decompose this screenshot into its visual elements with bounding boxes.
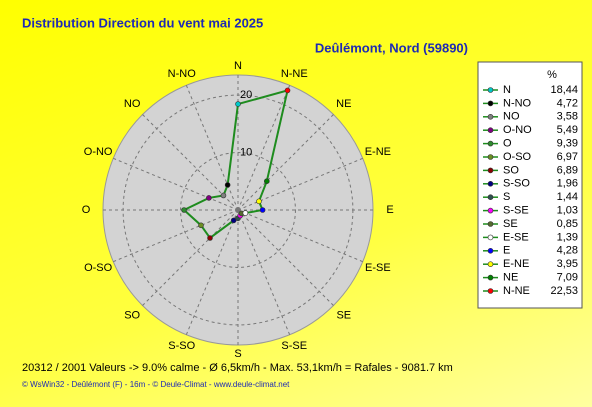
legend-header: % [547,69,557,81]
legend-marker [487,234,494,241]
legend-value: 18,44 [550,84,578,96]
legend-value: 7,09 [557,272,578,284]
footer-stats: 20312 / 2001 Valeurs -> 9.0% calme - Ø 6… [22,362,453,374]
data-point [207,235,213,241]
direction-label: S [234,348,241,360]
data-point [206,195,212,201]
legend-label: N-NE [503,285,530,297]
legend-label: E-SE [503,231,529,243]
direction-label: E-NE [365,146,391,158]
legend-label: SO [503,164,519,176]
spoke [237,209,334,306]
legend-marker [487,140,494,147]
data-point [224,182,231,188]
chart-subtitle: Deûlémont, Nord (59890) [315,40,468,55]
grid-ring [122,94,354,326]
legend-marker [487,221,494,227]
legend-label: S-SE [503,205,529,217]
direction-label: S-SE [281,340,307,352]
legend-label: NE [503,272,518,284]
legend-label: E-NE [503,258,529,270]
direction-label: O [82,204,91,216]
direction-label: O-SO [84,262,113,274]
data-point [198,222,204,229]
grid-ring [180,152,296,268]
legend-marker [487,194,494,200]
data-point [259,207,266,213]
direction-label: NE [336,98,351,110]
data-point [284,87,291,94]
direction-label: SO [124,310,140,322]
spoke [237,114,334,211]
legend-label: S [503,191,510,203]
direction-label: N-NO [168,68,197,80]
spoke [237,209,291,335]
spoke [142,114,239,211]
legend-value: 9,39 [557,138,578,150]
direction-label: S-SO [168,340,195,352]
spoke [237,85,291,211]
direction-label: NO [124,98,141,110]
legend-value: 1,96 [557,178,578,190]
r-tick-label: 20 [240,89,252,101]
legend-label: SE [503,218,518,230]
legend-label: E [503,245,510,257]
direction-label: O-NO [84,146,113,158]
spoke [142,209,239,306]
direction-label: N [234,60,242,72]
legend-value: 6,97 [557,151,578,163]
legend-marker [487,207,494,214]
legend-value: 6,89 [557,164,578,176]
data-point [220,192,227,199]
legend-marker [487,288,494,294]
direction-label: N-NE [281,68,308,80]
legend-marker [487,248,494,254]
data-point [242,210,249,216]
legend-marker [487,114,494,120]
legend-label: N [503,84,511,96]
legend-value: 3,58 [557,111,578,123]
data-point [264,178,270,184]
spoke [113,157,239,211]
legend-value: 1,39 [557,231,578,243]
legend-value: 5,49 [557,124,578,136]
legend-label: N-NO [503,97,532,109]
chart-title: Distribution Direction du vent mai 2025 [22,15,263,30]
legend-marker [487,154,494,160]
legend-marker [487,274,494,281]
data-point [181,207,187,213]
direction-label: E [386,204,393,216]
r-tick-label: 10 [240,146,252,158]
spoke [237,157,363,211]
footer-credits: © WsWin32 - Deûlémont (F) - 16m - © Deul… [22,380,290,389]
legend-value: 22,53 [550,285,578,297]
legend-value: 1,44 [557,191,578,203]
direction-label: SE [336,310,351,322]
spoke [185,209,239,335]
legend-marker [487,87,494,93]
legend-value: 4,28 [557,245,578,257]
legend-value: 0,85 [557,218,578,230]
legend-label: O-SO [503,151,532,163]
legend-label: O-NO [503,124,532,136]
legend-marker [487,181,494,187]
legend-marker [487,261,494,268]
legend-value: 1,03 [557,205,578,217]
legend-marker [487,100,494,107]
legend-marker [487,167,494,174]
legend-value: 4,72 [557,97,578,109]
data-point [256,198,262,205]
legend-value: 3,95 [557,258,578,270]
spoke [237,209,363,263]
legend-marker [487,127,494,133]
legend-label: O [503,138,512,150]
data-point [235,101,241,107]
legend-label: NO [503,111,520,123]
spoke [185,85,239,211]
legend-label: S-SO [503,178,530,190]
spoke [113,209,239,263]
direction-label: E-SE [365,262,391,274]
